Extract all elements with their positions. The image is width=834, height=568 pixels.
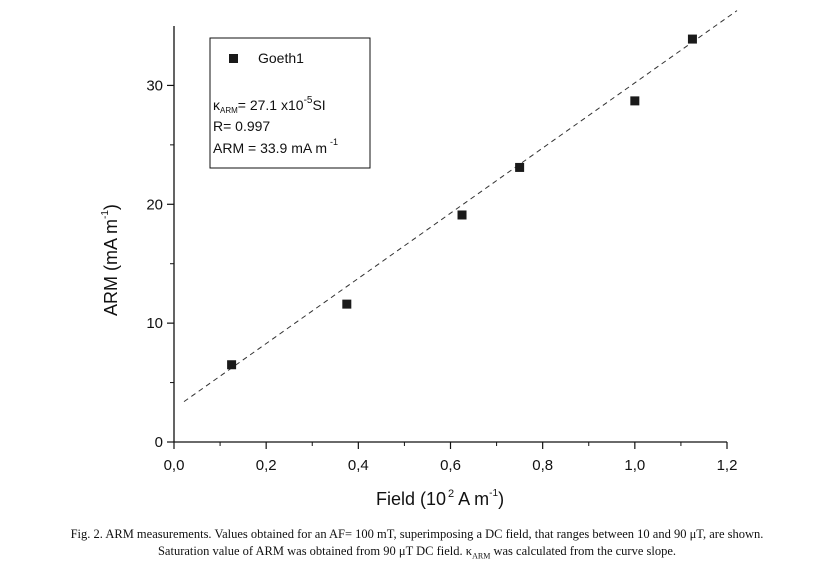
points-layer (227, 34, 697, 370)
legend-box: Goeth1 κARM= 27.1 x10-5SI R= 0.997 ARM =… (209, 37, 371, 169)
x-tick-label: 1,0 (624, 457, 645, 474)
caption-line-2-b: was calculated from the curve slope. (490, 544, 677, 558)
caption-line-2: Saturation value of ARM was obtained fro… (0, 545, 834, 561)
legend-marker (229, 54, 238, 63)
r-annotation: R= 0.997 (213, 118, 270, 134)
x-tick-label: 1,2 (717, 457, 738, 474)
data-point (227, 360, 237, 370)
x-tick-label: 0,6 (440, 457, 461, 474)
caption-line-1: Fig. 2. ARM measurements. Values obtaine… (70, 527, 764, 541)
tick-labels: 0,0 0,2 0,4 0,6 0,8 1,0 1,2 0 10 20 30 (146, 77, 737, 474)
legend-series-name: Goeth1 (258, 50, 304, 66)
y-tick-label: 20 (146, 196, 163, 213)
fit-line (183, 10, 738, 403)
x-tick-label: 0,2 (256, 457, 277, 474)
kappa-annotation: κARM= 27.1 x10-5SI (213, 95, 326, 115)
x-tick-label: 0,0 (164, 457, 185, 474)
data-point (457, 210, 467, 220)
y-tick-label: 0 (155, 434, 163, 451)
caption-line-2-a: Saturation value of ARM was obtained fro… (157, 544, 473, 558)
x-axis-title: Field (10 2 A m-1) (376, 488, 504, 509)
y-axis-title: ARM (mA m-1) (100, 204, 121, 316)
ticks (167, 84, 728, 449)
y-tick-label: 10 (146, 315, 163, 332)
arm-annotation: ARM = 33.9 mA m -1 (213, 137, 338, 156)
x-tick-label: 0,8 (532, 457, 553, 474)
data-point (342, 299, 352, 309)
data-point (515, 162, 525, 172)
caption-kappa-sub: ARM (472, 551, 491, 561)
fit-layer (183, 10, 738, 403)
legend-frame (209, 37, 371, 169)
data-point (687, 34, 697, 44)
data-point (630, 96, 640, 106)
y-tick-label: 30 (146, 77, 163, 94)
x-tick-label: 0,4 (348, 457, 369, 474)
